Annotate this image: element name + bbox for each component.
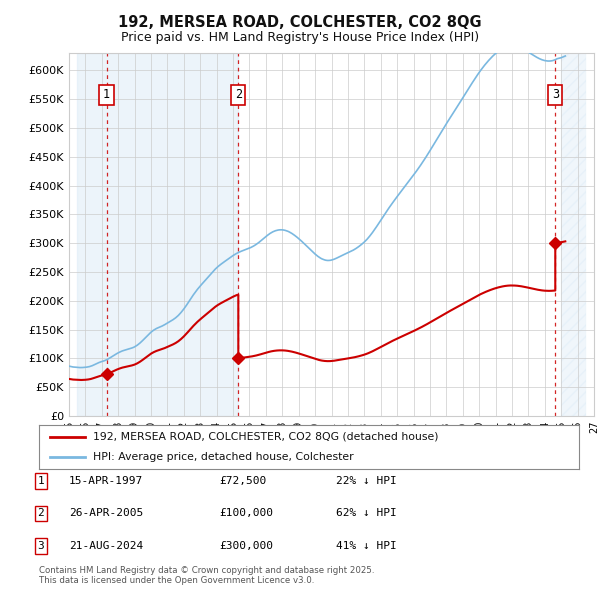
Text: £72,500: £72,500	[219, 476, 266, 486]
Text: £300,000: £300,000	[219, 541, 273, 550]
Text: 15-APR-1997: 15-APR-1997	[69, 476, 143, 486]
Text: 41% ↓ HPI: 41% ↓ HPI	[336, 541, 397, 550]
Text: 62% ↓ HPI: 62% ↓ HPI	[336, 509, 397, 518]
Text: Price paid vs. HM Land Registry's House Price Index (HPI): Price paid vs. HM Land Registry's House …	[121, 31, 479, 44]
Text: 2: 2	[235, 88, 242, 101]
Text: 192, MERSEA ROAD, COLCHESTER, CO2 8QG (detached house): 192, MERSEA ROAD, COLCHESTER, CO2 8QG (d…	[93, 432, 439, 442]
Text: 1: 1	[37, 476, 44, 486]
Text: £100,000: £100,000	[219, 509, 273, 518]
Text: 22% ↓ HPI: 22% ↓ HPI	[336, 476, 397, 486]
Bar	[77, 53, 238, 416]
Text: 3: 3	[552, 88, 559, 101]
Text: 192, MERSEA ROAD, COLCHESTER, CO2 8QG: 192, MERSEA ROAD, COLCHESTER, CO2 8QG	[118, 15, 482, 30]
Text: 21-AUG-2024: 21-AUG-2024	[69, 541, 143, 550]
Text: Contains HM Land Registry data © Crown copyright and database right 2025.
This d: Contains HM Land Registry data © Crown c…	[39, 566, 374, 585]
Text: 26-APR-2005: 26-APR-2005	[69, 509, 143, 518]
Text: 2: 2	[37, 509, 44, 518]
Text: 1: 1	[103, 88, 110, 101]
Text: 3: 3	[37, 541, 44, 550]
Bar	[561, 53, 586, 416]
Text: HPI: Average price, detached house, Colchester: HPI: Average price, detached house, Colc…	[93, 452, 353, 462]
